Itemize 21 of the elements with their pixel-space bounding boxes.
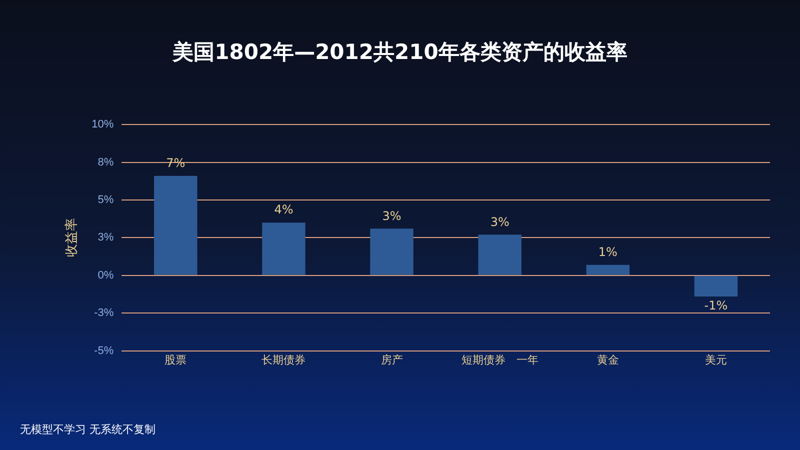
y-tick-label: 0% <box>98 269 114 282</box>
data-label: 3% <box>490 214 510 229</box>
data-label: 4% <box>274 202 294 217</box>
y-tick-label: -5% <box>94 344 114 357</box>
x-tick-label: 长期债券 <box>262 353 306 366</box>
x-tick-label: 股票 <box>164 354 187 366</box>
x-tick-label: 黄金 <box>596 353 619 366</box>
data-label: 3% <box>382 208 402 223</box>
data-label: 1% <box>598 244 618 259</box>
x-tick-label: 房产 <box>380 353 403 366</box>
x-tick-label: 美元 <box>704 353 727 366</box>
data-label: -1% <box>704 298 728 313</box>
y-tick-label: 5% <box>98 194 114 206</box>
y-axis-title: 收益率 <box>63 218 78 258</box>
text: 无模型不学习 无系统不复制 <box>20 422 156 437</box>
y-tick-label: -3% <box>94 307 114 320</box>
y-tick-label: 3% <box>98 232 114 244</box>
chart-title: 美国1802年—2012共210年各类资产的收益率 <box>171 39 628 66</box>
y-tick-label: 10% <box>92 118 114 131</box>
y-tick-label: 8% <box>98 156 114 168</box>
x-tick-label: 短期债券 一年 <box>461 353 538 366</box>
